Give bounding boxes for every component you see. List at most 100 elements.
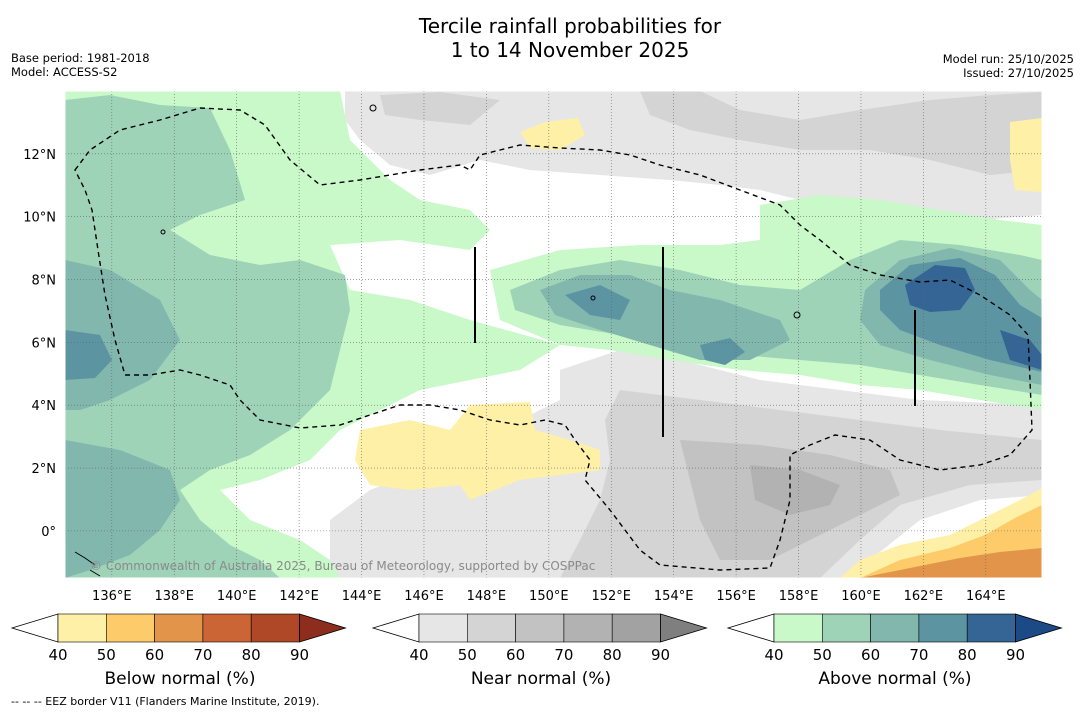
colorbar-0-tick-80: 80 <box>242 646 261 664</box>
lon-label-146: 146°E <box>404 589 444 604</box>
lat-label-6: 6°N <box>32 336 57 351</box>
colorbar-2-seg-0 <box>773 613 823 643</box>
colorbar-1-tick-70: 70 <box>554 646 573 664</box>
lon-label-150: 150°E <box>529 589 569 604</box>
colorbar-0-tick-90: 90 <box>290 646 309 664</box>
colorbar-1-tick-60: 60 <box>506 646 525 664</box>
eez-footnote: -- -- -- EEZ border V11 (Flanders Marine… <box>11 695 320 708</box>
colorbar-1-tick-80: 80 <box>603 646 622 664</box>
colorbar-0: 40 50 60 70 80 90 <box>10 613 347 664</box>
colorbar-2-seg-2 <box>870 613 920 643</box>
island-1 <box>369 104 377 112</box>
chart-title: Tercile rainfall probabilities for 1 to … <box>0 14 1085 62</box>
lon-label-162: 162°E <box>904 589 944 604</box>
island-4 <box>590 295 596 301</box>
near-normal-80-south <box>750 465 840 515</box>
lat-label-8: 8°N <box>32 274 57 289</box>
above-normal-70-sw <box>65 440 180 578</box>
colorbar-0-tick-60: 60 <box>145 646 164 664</box>
colorbar-1-over <box>660 613 708 643</box>
below-normal-70-se <box>860 548 1042 578</box>
lon-label-154: 154°E <box>654 589 694 604</box>
longitude-labels: 136°E 138°E 140°E 142°E 144°E 146°E 148°E 150°E… <box>92 589 1006 604</box>
run-info: Model run: 25/10/2025 Issued: 27/10/2025 <box>943 52 1074 80</box>
colorbar-2-tick-80: 80 <box>958 646 977 664</box>
issued-date: Issued: 27/10/2025 <box>963 66 1074 80</box>
colorbar-0-seg-4 <box>250 613 300 643</box>
above-normal-label: Above normal (%) <box>818 669 972 689</box>
colorbar-0-under <box>10 613 59 643</box>
below-normal-label: Below normal (%) <box>104 669 256 689</box>
above-normal-80-band <box>565 285 630 320</box>
title-line-1: Tercile rainfall probabilities for <box>418 14 722 38</box>
islands <box>74 104 801 577</box>
lat-label-2: 2°N <box>32 462 57 477</box>
copyright-text: © Commonwealth of Australia 2025, Bureau… <box>90 559 595 573</box>
lon-label-164: 164°E <box>966 589 1006 604</box>
colorbar-1-tick-90: 90 <box>651 646 670 664</box>
colorbar-0-seg-1 <box>106 613 155 643</box>
colorbar-1-seg-3 <box>563 613 613 643</box>
colorbar-0-tick-50: 50 <box>97 646 116 664</box>
lon-label-142: 142°E <box>279 589 319 604</box>
lon-label-136: 136°E <box>92 589 132 604</box>
colorbar-1-under <box>371 613 420 643</box>
lat-label-10: 10°N <box>23 211 56 226</box>
lon-label-138: 138°E <box>154 589 194 604</box>
colorbar-1: 40 50 60 70 80 90 <box>371 613 708 664</box>
gridlines <box>65 91 1042 578</box>
above-normal-80-band-2 <box>700 338 745 365</box>
lon-label-160: 160°E <box>841 589 881 604</box>
eez-borders <box>74 107 1033 571</box>
colorbar-0-seg-3 <box>202 613 252 643</box>
colorbar-2-tick-40: 40 <box>764 646 783 664</box>
colorbar-1-tick-50: 50 <box>458 646 477 664</box>
lat-label-12: 12°N <box>23 148 56 163</box>
colorbar-1-seg-4 <box>611 613 661 643</box>
colorbar-2-seg-3 <box>918 613 968 643</box>
colorbar-2-tick-90: 90 <box>1006 646 1025 664</box>
colorbar-2-tick-70: 70 <box>909 646 928 664</box>
lon-label-140: 140°E <box>217 589 257 604</box>
lon-label-156: 156°E <box>716 589 756 604</box>
map-plot-area: © Commonwealth of Australia 2025, Bureau… <box>65 91 1042 578</box>
island-2 <box>793 311 801 319</box>
colorbar-0-tick-70: 70 <box>193 646 212 664</box>
near-normal-60-nw <box>380 92 500 125</box>
title-line-2: 1 to 14 November 2025 <box>450 38 690 62</box>
below-normal-50-ne <box>1010 118 1042 192</box>
colorbar-2-under <box>726 613 775 643</box>
colorbar-1-seg-2 <box>515 613 565 643</box>
above-normal-80-west <box>65 330 112 380</box>
colorbar-1-seg-1 <box>466 613 516 643</box>
colorbar-2-tick-60: 60 <box>861 646 880 664</box>
above-normal-90-east <box>905 265 975 312</box>
eez-palau-border <box>74 107 1033 571</box>
lon-label-144: 144°E <box>342 589 382 604</box>
colorbar-1-seg-0 <box>418 613 468 643</box>
island-3 <box>160 229 166 235</box>
lat-label-4: 4°N <box>32 399 57 414</box>
base-period: Base period: 1981-2018 <box>11 51 150 65</box>
colorbar-0-seg-0 <box>57 613 107 643</box>
colorbar-2-seg-4 <box>966 613 1016 643</box>
colorbar-0-over <box>299 613 347 643</box>
model-info: Base period: 1981-2018 Model: ACCESS-S2 <box>11 51 150 79</box>
lon-label-148: 148°E <box>467 589 507 604</box>
colorbar-2: 40 50 60 70 80 90 <box>726 613 1063 664</box>
colorbar-2-seg-1 <box>821 613 871 643</box>
near-normal-label: Near normal (%) <box>470 669 612 689</box>
lon-label-152: 152°E <box>591 589 631 604</box>
model-name: Model: ACCESS-S2 <box>11 65 118 79</box>
below-normal-50-central <box>355 402 600 500</box>
model-run: Model run: 25/10/2025 <box>942 52 1074 66</box>
colorbars: 40 50 60 70 80 90 40 50 60 70 80 90 40 50 60 70 80 90 <box>10 613 1063 664</box>
lat-label-0: 0° <box>41 525 56 540</box>
colorbar-0-seg-2 <box>154 613 204 643</box>
island-group-solomon <box>74 551 101 577</box>
colorbar-0-tick-40: 40 <box>48 646 67 664</box>
longitude-markers <box>474 247 916 437</box>
latitude-labels: 12°N 10°N 8°N 6°N 4°N 2°N 0° <box>23 148 56 540</box>
colorbar-2-over <box>1015 613 1063 643</box>
